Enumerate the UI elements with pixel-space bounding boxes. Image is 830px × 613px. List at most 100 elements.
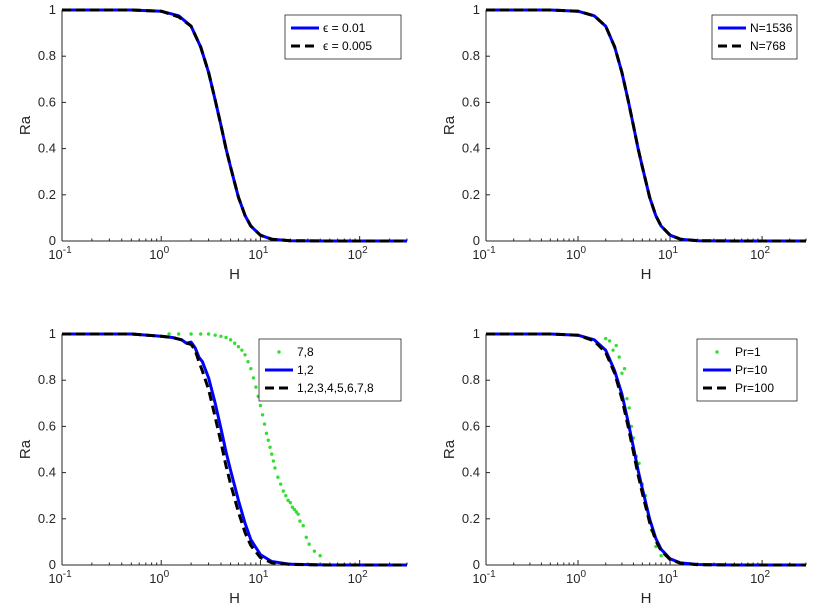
series-pr-100-line (486, 332, 806, 567)
legend-label: 7,8 (297, 345, 314, 359)
legend-label: 1,2,3,4,5,6,7,8 (297, 381, 374, 395)
x-tick-label: 101 (248, 245, 268, 262)
data-point (240, 348, 244, 352)
y-axis-title: Ra (17, 439, 34, 459)
data-point (607, 339, 612, 343)
y-tick-label: 0 (49, 233, 56, 248)
data-point (224, 335, 228, 340)
y-axis-title: Ra (441, 115, 458, 135)
y-tick-label: 0.2 (38, 511, 56, 526)
y-tick-label: 0 (49, 557, 56, 572)
x-axis-title: H (641, 590, 652, 607)
data-point (273, 466, 277, 470)
y-tick-label: 0.4 (462, 465, 480, 480)
legend-label: N=768 (750, 39, 786, 53)
data-point (312, 549, 317, 553)
y-tick-label: 0 (473, 557, 480, 572)
x-tick-label: 10-1 (48, 569, 72, 586)
data-point (251, 376, 256, 380)
data-point (611, 348, 615, 352)
y-tick-label: 1 (473, 326, 480, 341)
legend-label: ϵ = 0.01 (323, 21, 366, 35)
data-point (176, 332, 181, 336)
data-point (614, 343, 618, 348)
data-point (167, 332, 171, 336)
x-tick-base: 10 (566, 247, 580, 262)
data-point (304, 535, 309, 539)
data-point (270, 452, 274, 456)
x-tick-exponent: 0 (164, 569, 170, 580)
y-tick-label: 0.6 (462, 94, 480, 109)
x-tick-label: 10-1 (48, 245, 72, 262)
data-point (301, 524, 305, 528)
y-tick-label: 0.4 (38, 141, 56, 156)
legend-label: Pr=1 (735, 345, 761, 359)
data-point (236, 345, 241, 349)
data-point (199, 332, 203, 336)
legend-box (284, 14, 402, 60)
x-axis-title: H (229, 590, 240, 607)
data-point (213, 333, 217, 337)
x-tick-base: 10 (348, 247, 362, 262)
x-tick-exponent: -1 (63, 569, 72, 580)
series-7-8 (167, 332, 322, 558)
y-tick-label: 1 (473, 2, 480, 17)
data-point (307, 542, 311, 546)
x-tick-base: 10 (248, 247, 262, 262)
data-point (254, 385, 258, 389)
y-tick-label: 0.2 (462, 187, 480, 202)
data-point (228, 338, 233, 342)
x-tick-label: 101 (248, 569, 268, 586)
y-tick-label: 1 (49, 326, 56, 341)
legend-label: N=1536 (750, 21, 793, 35)
data-point (296, 512, 300, 516)
data-point (292, 507, 297, 512)
x-tick-exponent: 0 (580, 245, 586, 256)
y-tick-label: 0.8 (462, 372, 480, 387)
x-tick-label: 101 (658, 569, 678, 586)
legend-box (711, 14, 798, 60)
legend-label: ϵ = 0.005 (323, 39, 372, 53)
legend-box (258, 338, 402, 402)
data-point (219, 334, 223, 339)
x-tick-label: 102 (348, 569, 368, 586)
x-tick-base: 10 (248, 571, 262, 586)
data-point (622, 366, 627, 371)
y-axis-title: Ra (441, 439, 458, 459)
data-point (260, 413, 265, 417)
series-n-768-line (486, 8, 806, 243)
x-tick-exponent: 2 (362, 245, 368, 256)
data-point (617, 355, 621, 359)
data-point (243, 353, 247, 357)
data-point (189, 332, 193, 336)
legend-label: 1,2 (297, 363, 314, 377)
x-tick-exponent: 1 (673, 569, 679, 580)
legend-label: Pr=10 (735, 363, 768, 377)
data-point (271, 459, 276, 463)
x-tick-base: 10 (48, 571, 62, 586)
y-tick-label: 0.6 (462, 418, 480, 433)
x-tick-base: 10 (472, 247, 486, 262)
data-point (659, 554, 663, 558)
x-tick-label: 10-1 (472, 569, 496, 586)
x-tick-label: 100 (566, 569, 586, 586)
series-0-005-line (62, 8, 407, 243)
y-tick-label: 0.4 (38, 465, 56, 480)
data-point (294, 510, 299, 514)
data-point (276, 475, 280, 479)
x-tick-label: 10-1 (472, 245, 496, 262)
y-tick-label: 0.8 (38, 48, 56, 63)
y-tick-label: 0.8 (38, 372, 56, 387)
x-tick-base: 10 (149, 571, 163, 586)
legend-label: Pr=100 (735, 381, 774, 395)
x-tick-exponent: 2 (362, 569, 368, 580)
x-tick-base: 10 (472, 571, 486, 586)
x-tick-exponent: 1 (673, 245, 679, 256)
x-axis-title: H (641, 266, 652, 283)
x-axis-title: H (229, 266, 240, 283)
